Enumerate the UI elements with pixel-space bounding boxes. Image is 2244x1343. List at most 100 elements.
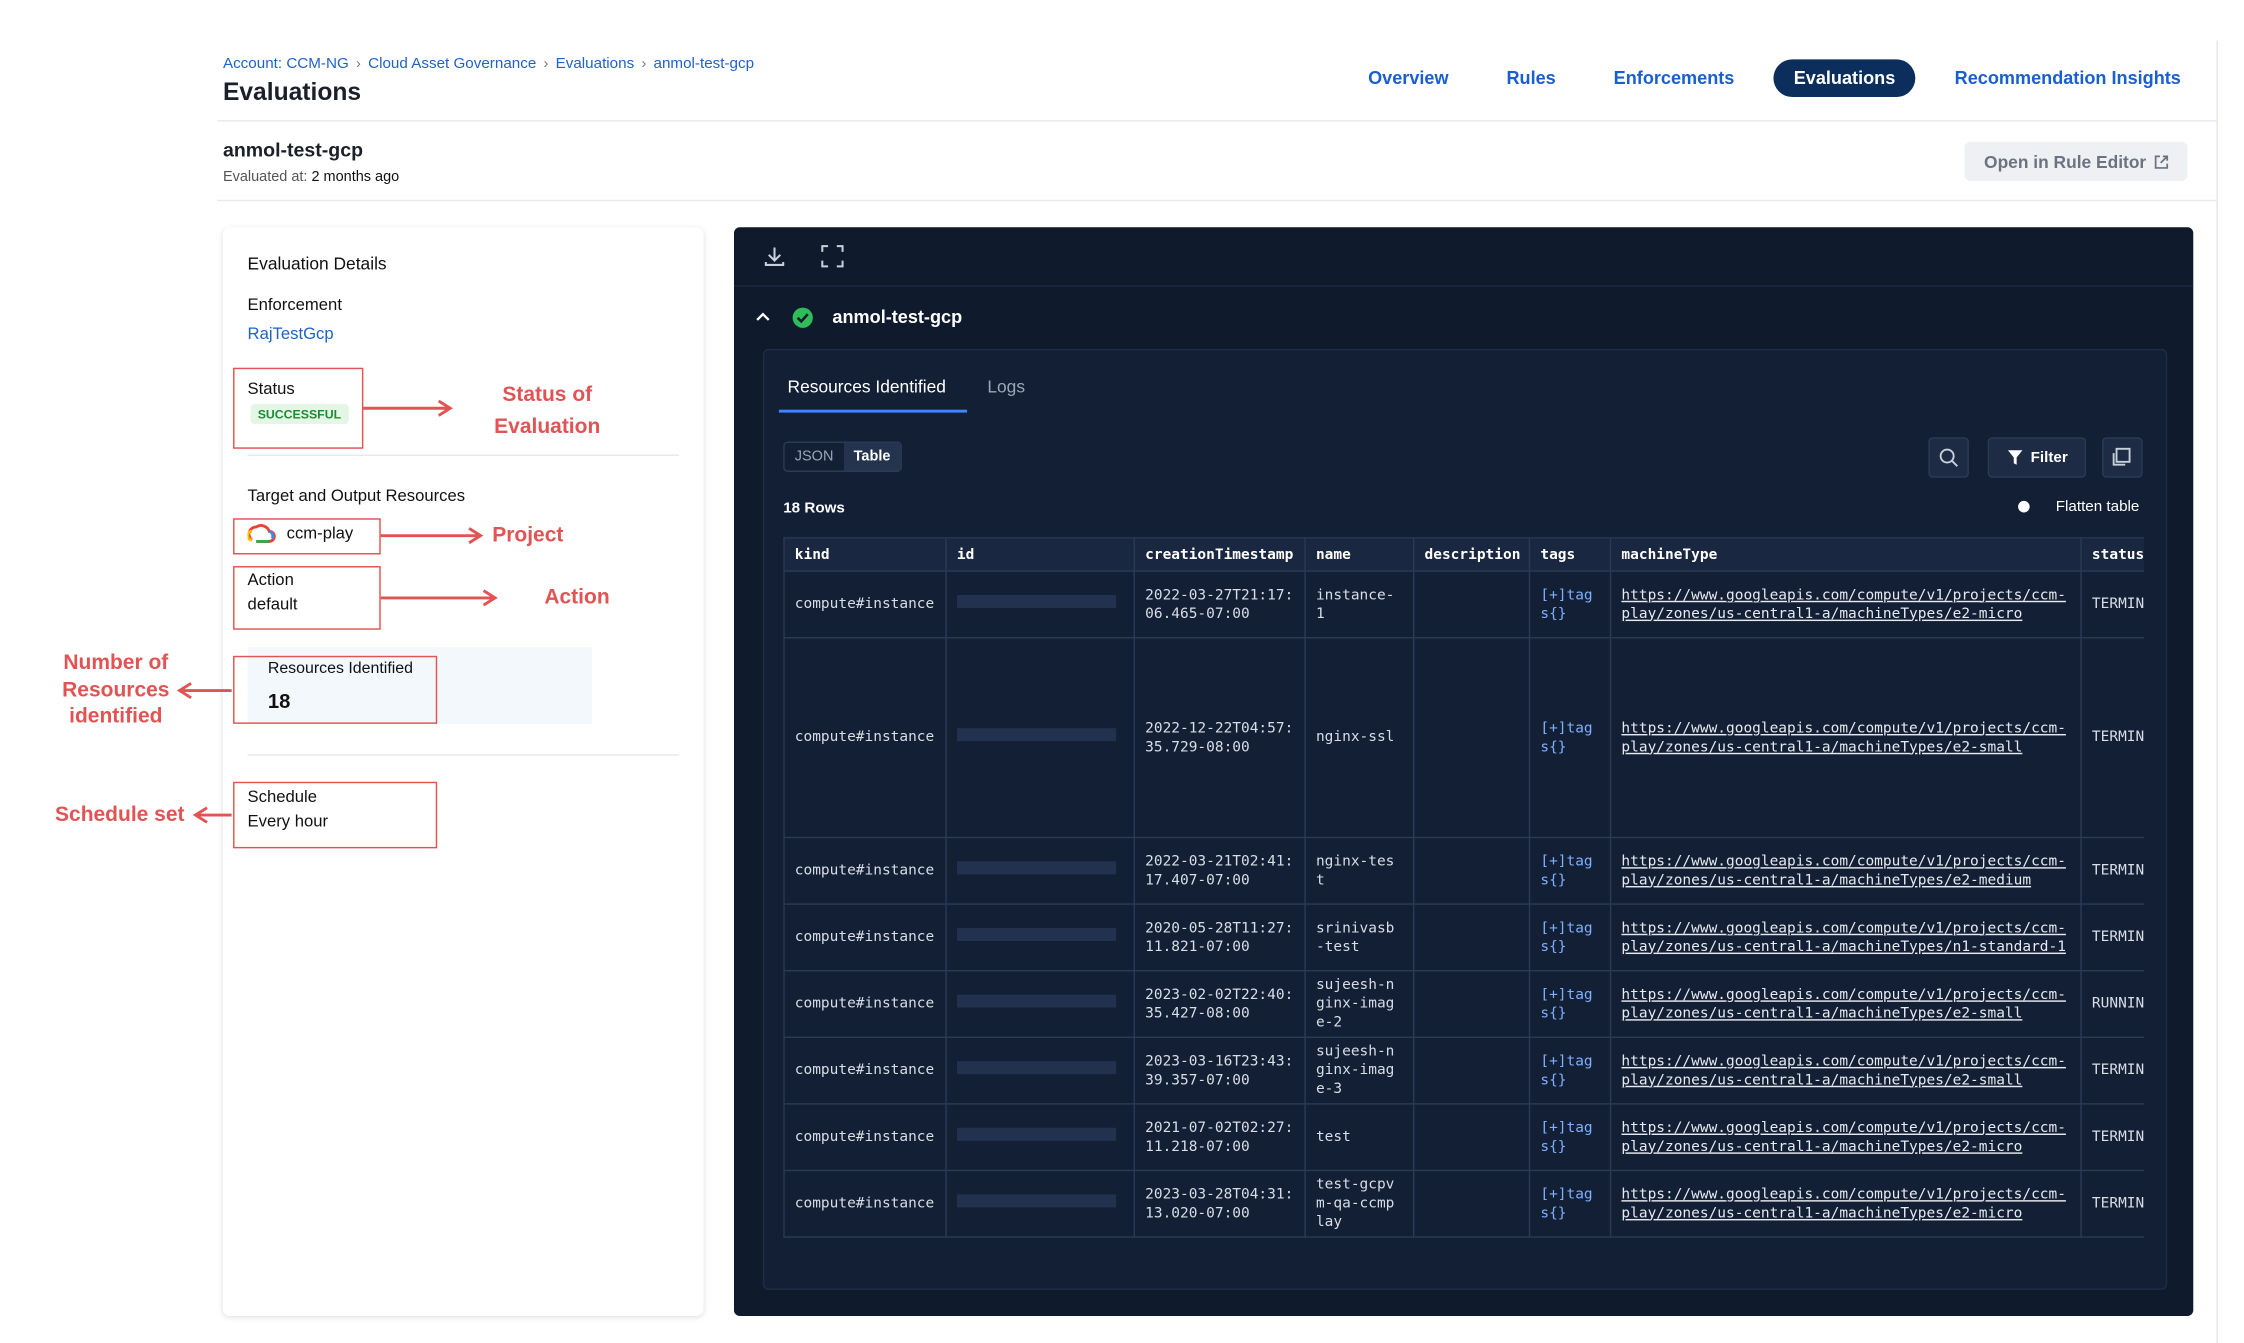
highlight-box (233, 518, 381, 555)
divider (217, 199, 2217, 202)
results-card: Resources Identified Logs JSON Table Fil… (762, 348, 2168, 1290)
cell[interactable]: [+]tags{} (1528, 969, 1612, 1039)
flatten-label: Flatten table (2055, 498, 2140, 516)
tab[interactable]: Logs (987, 376, 1026, 397)
redaction (956, 728, 1117, 742)
annotation-arrows (176, 399, 498, 824)
cell (1412, 636, 1531, 839)
table-row: compute#instance 2022-12-22T04:57:35.729-… (783, 636, 2145, 839)
action-label: Action (247, 571, 294, 590)
cell-link[interactable]: https://www.googleapis.com/compute/v1/pr… (1609, 1103, 2082, 1172)
cell-link[interactable]: https://www.googleapis.com/compute/v1/pr… (1609, 1036, 2082, 1105)
thead: kind id creationTimestamp name description ta… (783, 537, 2145, 572)
cell: nginx-test (1304, 836, 1415, 905)
cell: TERMINATED (2080, 570, 2145, 639)
schedule-label: Schedule (247, 788, 318, 807)
redaction (956, 994, 1117, 1008)
breadcrumb[interactable]: Account: CCM-NG (222, 55, 349, 73)
nav-tab[interactable]: Evaluations (1773, 59, 1916, 97)
cell: compute#instance (783, 1036, 947, 1105)
column-header: id (945, 537, 1135, 572)
cell-redacted (945, 903, 1135, 972)
cell: nginx-ssl (1304, 636, 1415, 839)
cell-link[interactable]: https://www.googleapis.com/compute/v1/pr… (1609, 969, 2082, 1039)
collapse-icon[interactable] (754, 310, 771, 324)
column-header: creationTimestamp (1133, 537, 1306, 572)
cell-link[interactable]: https://www.googleapis.com/compute/v1/pr… (1609, 836, 2082, 905)
open-rule-editor[interactable]: Open in Rule Editor (1964, 141, 2188, 181)
table-row: compute#instance 2021-07-02T02:27:11.218-… (783, 1103, 2145, 1172)
cell: compute#instance (783, 969, 947, 1039)
cell-redacted (945, 1103, 1135, 1172)
highlight-box (233, 566, 381, 630)
cell: 2021-07-02T02:27:11.218-07:00 (1133, 1103, 1306, 1172)
flatten-toggle[interactable] (2018, 500, 2030, 513)
cell: instance-1 (1304, 570, 1415, 639)
cell: compute#instance (783, 636, 947, 839)
view-option[interactable]: Table (843, 442, 901, 471)
schedule-value: Every hour (247, 813, 329, 831)
nav-tab[interactable]: Overview (1368, 68, 1449, 89)
cell[interactable]: [+]tags{} (1528, 1169, 1612, 1238)
cell: RUNNING (2080, 969, 2145, 1039)
cell: TERMINATED (2080, 1169, 2145, 1238)
cell: TERMINATED (2080, 1036, 2145, 1105)
breadcrumb[interactable]: anmol-test-gcp (653, 55, 755, 73)
cell[interactable]: [+]tags{} (1528, 903, 1612, 972)
cell[interactable]: [+]tags{} (1528, 836, 1612, 905)
cell[interactable]: [+]tags{} (1528, 1036, 1612, 1105)
highlight-box (233, 655, 438, 724)
details-title: Evaluation Details (247, 253, 387, 274)
cell-link[interactable]: https://www.googleapis.com/compute/v1/pr… (1609, 636, 2082, 839)
cell: compute#instance (783, 903, 947, 972)
cell-link[interactable]: https://www.googleapis.com/compute/v1/pr… (1609, 903, 2082, 972)
action-value: default (247, 596, 298, 614)
cell: 2020-05-28T11:27:11.821-07:00 (1133, 903, 1306, 972)
cell (1412, 1169, 1531, 1238)
cell[interactable]: [+]tags{} (1528, 1103, 1612, 1172)
cell: test-gcpvm-qa-ccmplay (1304, 1169, 1415, 1238)
divider (733, 285, 2194, 287)
table-row: compute#instance 2023-03-28T04:31:13.020-… (783, 1169, 2145, 1238)
result-name: anmol-test-gcp (832, 306, 963, 328)
divider (2216, 40, 2218, 1343)
table-row: compute#instance 2022-03-21T02:41:17.407-… (783, 836, 2145, 905)
cell[interactable]: [+]tags{} (1528, 570, 1612, 639)
copy-button[interactable] (2102, 437, 2143, 478)
cell (1412, 903, 1531, 972)
tab[interactable]: Resources Identified (787, 376, 946, 397)
table-row: compute#instance 2022-03-27T21:17:06.465-… (783, 570, 2145, 639)
cell (1412, 1103, 1531, 1172)
view-option[interactable]: JSON (794, 448, 834, 465)
breadcrumb[interactable]: Evaluations (555, 55, 635, 73)
identified-label: Resources Identified (267, 660, 414, 678)
enforcement-link[interactable]: RajTestGcp (247, 325, 334, 344)
filter-button[interactable]: Filter (1987, 437, 2087, 478)
cell-link[interactable]: https://www.googleapis.com/compute/v1/pr… (1609, 1169, 2082, 1238)
annotation: Status of Evaluation (494, 383, 601, 439)
search-button[interactable] (1928, 437, 1969, 478)
cell (1412, 570, 1531, 639)
breadcrumb[interactable]: Cloud Asset Governance (368, 55, 537, 73)
label: Evaluated at: (222, 169, 308, 186)
cell: sujeesh-nginx-image-2 (1304, 969, 1415, 1039)
label: Open in Rule Editor (1984, 151, 2147, 172)
nav-tab[interactable]: Recommendation Insights (1954, 68, 2181, 89)
cell-redacted (945, 1036, 1135, 1105)
label: Filter (2030, 448, 2068, 467)
nav-tab[interactable]: Rules (1506, 68, 1556, 89)
nav-tab[interactable]: Enforcements (1613, 68, 1735, 89)
cell-link[interactable]: https://www.googleapis.com/compute/v1/pr… (1609, 570, 2082, 639)
fullscreen-icon[interactable] (821, 245, 844, 268)
cell[interactable]: [+]tags{} (1528, 636, 1612, 839)
tbody: compute#instance 2022-03-27T21:17:06.465-… (783, 570, 2145, 1238)
cell-redacted (945, 1169, 1135, 1238)
cell: 2022-03-21T02:41:17.407-07:00 (1133, 836, 1306, 905)
redaction (956, 861, 1117, 875)
download-icon[interactable] (763, 245, 786, 268)
column-header: status (2080, 537, 2145, 572)
cell: 2023-03-16T23:43:39.357-07:00 (1133, 1036, 1306, 1105)
copy-icon (2112, 447, 2131, 466)
column-header: machineType (1609, 537, 2082, 572)
cell: compute#instance (783, 1169, 947, 1238)
